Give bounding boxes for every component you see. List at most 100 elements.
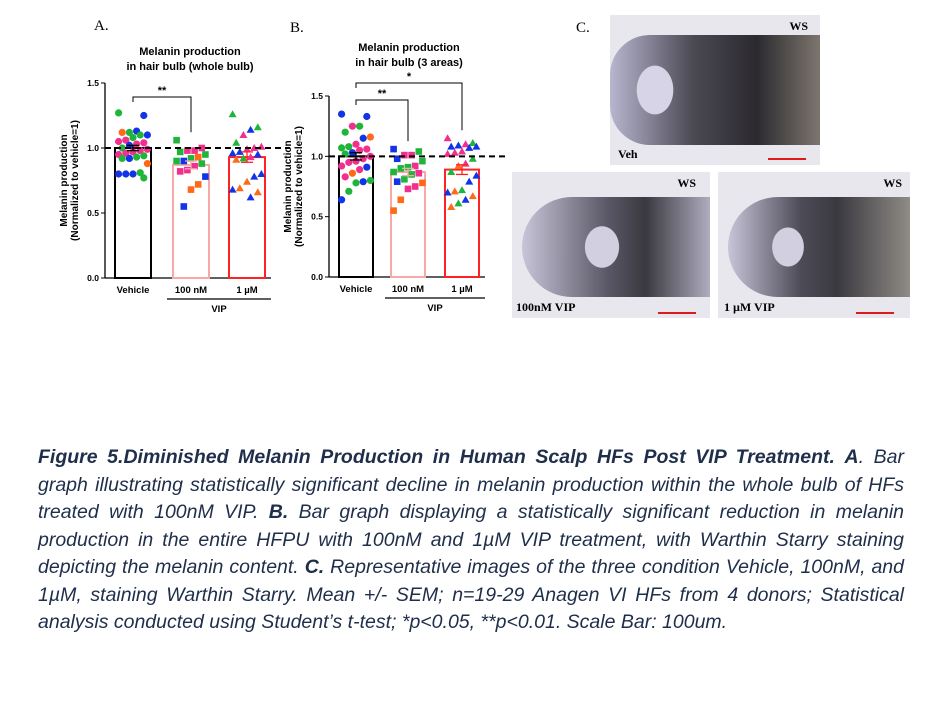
data-point xyxy=(173,157,180,165)
y-tick-label: 0.5 xyxy=(87,208,99,218)
data-point xyxy=(191,162,198,170)
significance-bracket xyxy=(355,99,409,142)
data-point xyxy=(194,181,202,188)
data-point xyxy=(118,128,126,136)
data-point xyxy=(115,137,123,146)
data-point xyxy=(250,144,259,151)
micrograph-1um: WS 1 µM VIP xyxy=(718,172,910,318)
y-tick-label: 0.0 xyxy=(87,273,99,283)
data-point xyxy=(341,173,349,181)
category-label: 100 nM xyxy=(175,285,207,296)
condition-label: Veh xyxy=(618,147,638,161)
y-axis-label: Melanin production xyxy=(283,140,294,232)
data-point xyxy=(176,148,184,156)
stain-label: WS xyxy=(789,19,808,33)
data-point xyxy=(341,128,349,136)
category-label: 1 µM xyxy=(451,284,472,295)
data-point xyxy=(239,154,248,162)
data-point xyxy=(250,172,259,180)
data-point xyxy=(401,175,408,183)
data-point xyxy=(338,144,346,152)
data-point xyxy=(411,162,419,170)
data-point xyxy=(461,140,470,148)
chart-title: Melanin production xyxy=(358,42,460,54)
data-point xyxy=(348,122,356,130)
data-point xyxy=(253,150,262,158)
category-label: 100 nM xyxy=(392,284,424,295)
significance-label: * xyxy=(407,71,412,83)
figure-caption: Figure 5.Diminished Melanin Production i… xyxy=(38,444,904,637)
caption-a-text: . Bar graph illustrating statistically s… xyxy=(38,446,904,523)
data-point xyxy=(393,178,401,185)
data-point xyxy=(363,163,371,171)
data-point xyxy=(338,196,346,204)
hair-bulb-tissue xyxy=(610,35,820,145)
data-point xyxy=(401,151,408,159)
data-point xyxy=(472,142,481,150)
scale-bar xyxy=(768,158,806,160)
data-point xyxy=(232,138,241,146)
data-point xyxy=(202,151,209,158)
data-point xyxy=(472,171,481,179)
data-point xyxy=(246,193,255,201)
caption-b-label: B. xyxy=(268,501,289,523)
significance-bracket xyxy=(132,96,192,133)
data-point xyxy=(246,153,255,161)
data-point xyxy=(118,144,126,152)
data-point xyxy=(443,188,452,196)
data-point xyxy=(447,203,456,211)
data-point xyxy=(461,195,470,203)
data-point xyxy=(180,203,188,210)
data-point xyxy=(338,110,346,118)
data-point xyxy=(129,134,137,142)
data-point xyxy=(408,151,415,159)
data-point xyxy=(359,178,367,186)
data-point xyxy=(194,153,202,161)
data-point xyxy=(202,173,209,180)
data-point xyxy=(118,154,126,162)
data-point xyxy=(450,148,459,156)
data-point xyxy=(140,174,148,182)
caption-c-text: Representative images of the three condi… xyxy=(38,556,904,633)
data-point xyxy=(465,143,474,151)
panel-label-c: C. xyxy=(576,20,590,36)
data-point xyxy=(257,170,266,177)
data-point xyxy=(352,179,360,187)
data-point xyxy=(115,109,123,117)
data-point xyxy=(122,170,130,178)
caption-title: Figure 5.Diminished Melanin Production i… xyxy=(38,446,835,468)
group-label: VIP xyxy=(427,303,443,314)
group-label: VIP xyxy=(211,304,227,315)
data-point xyxy=(198,144,206,152)
data-point xyxy=(253,188,262,196)
data-point xyxy=(415,148,423,155)
micrograph-vehicle: WS Veh xyxy=(610,15,820,165)
data-point xyxy=(187,155,195,162)
data-point xyxy=(184,147,191,154)
data-point xyxy=(246,125,255,133)
data-point xyxy=(115,170,123,178)
data-point xyxy=(411,183,419,190)
data-point xyxy=(397,196,405,204)
data-point xyxy=(415,169,423,177)
y-tick-label: 1.5 xyxy=(87,78,99,88)
condition-label: 1 µM VIP xyxy=(724,300,775,314)
data-point xyxy=(176,168,184,175)
chart-title: in hair bulb (whole bulb) xyxy=(126,61,253,73)
data-point xyxy=(129,170,137,178)
data-point xyxy=(468,192,477,200)
data-point xyxy=(363,145,371,153)
data-point xyxy=(465,177,474,185)
data-point xyxy=(198,160,206,167)
data-point xyxy=(136,169,144,177)
data-point xyxy=(136,131,144,139)
data-point xyxy=(140,139,148,147)
y-tick-label: 0.0 xyxy=(311,272,323,282)
significance-bracket xyxy=(355,82,463,131)
data-point xyxy=(359,134,367,142)
stain-label: WS xyxy=(677,176,696,190)
data-point xyxy=(397,165,405,172)
category-label: Vehicle xyxy=(340,284,373,295)
data-point xyxy=(253,123,262,131)
data-point xyxy=(366,133,374,141)
